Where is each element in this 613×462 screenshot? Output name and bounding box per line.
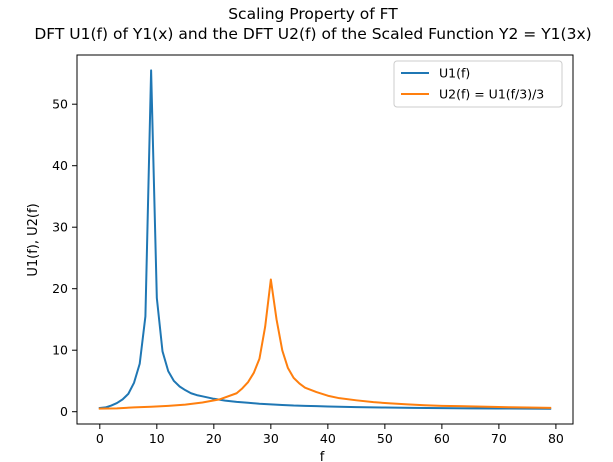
y-tick-label: 40 xyxy=(52,158,68,173)
legend-box xyxy=(393,60,563,108)
y-tick-label: 20 xyxy=(52,281,68,296)
legend-label-u2: U2(f) = U1(f/3)/3 xyxy=(439,87,544,102)
x-tick-label: 50 xyxy=(377,431,393,446)
series-layer xyxy=(98,69,552,410)
x-tick-label: 40 xyxy=(320,431,336,446)
y-tick-label: 50 xyxy=(52,97,68,112)
x-tick-label: 0 xyxy=(96,431,104,446)
y-tick-label: 10 xyxy=(52,343,68,358)
chart-subtitle: DFT U1(f) of Y1(x) and the DFT U2(f) of … xyxy=(34,25,591,43)
plot-frame xyxy=(76,54,574,425)
y-axis-label: U1(f), U2(f) xyxy=(26,203,41,276)
legend-label-u1: U1(f) xyxy=(439,66,470,81)
y-tick-label: 30 xyxy=(52,220,68,235)
series-line-u1 xyxy=(98,69,552,410)
x-tick-label: 20 xyxy=(206,431,222,446)
legend: U1(f) U2(f) = U1(f/3)/3 xyxy=(393,60,563,108)
chart-title: Scaling Property of FT xyxy=(228,5,398,23)
x-tick-label: 60 xyxy=(434,431,450,446)
x-axis: 0 10 20 30 40 50 60 70 80 xyxy=(96,424,564,446)
x-tick-label: 70 xyxy=(491,431,507,446)
y-tick-label: 0 xyxy=(60,404,68,419)
x-tick-label: 30 xyxy=(263,431,279,446)
x-axis-label: f xyxy=(320,450,325,462)
x-tick-label: 10 xyxy=(149,431,165,446)
x-tick-label: 80 xyxy=(548,431,564,446)
series-line-u2 xyxy=(98,278,552,410)
y-axis: 0 10 20 30 40 50 xyxy=(52,97,77,419)
